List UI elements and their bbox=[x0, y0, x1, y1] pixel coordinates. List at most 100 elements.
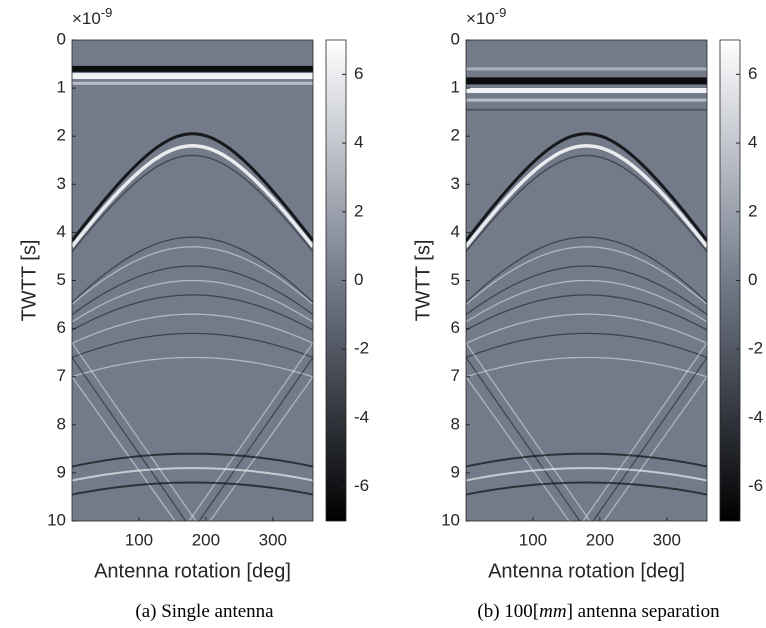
hyperbola bbox=[72, 467, 313, 482]
image-background bbox=[72, 40, 313, 521]
hyperbola bbox=[466, 132, 707, 242]
reflection-band bbox=[72, 73, 313, 80]
colorbar-tick-label: 0 bbox=[354, 270, 363, 289]
image-background bbox=[466, 40, 707, 521]
x-axis-label: Antenna rotation [deg] bbox=[94, 560, 291, 582]
x-tick-label: 300 bbox=[259, 530, 287, 549]
hyperbola bbox=[72, 279, 313, 323]
y-tick-label: 5 bbox=[57, 270, 66, 289]
y-tick-label: 9 bbox=[57, 462, 66, 481]
reflection-band bbox=[466, 67, 707, 71]
y-tick-label: 6 bbox=[57, 318, 66, 337]
colorbar-tick-label: 2 bbox=[354, 201, 363, 220]
hyperbola bbox=[466, 452, 707, 468]
x-tick-label: 100 bbox=[125, 530, 153, 549]
y-tick-label: 2 bbox=[57, 126, 66, 145]
x-tick-label: 200 bbox=[586, 530, 614, 549]
colorbar-tick-label: -6 bbox=[748, 476, 763, 495]
y-tick-label: 5 bbox=[451, 270, 460, 289]
y-tick-label: 9 bbox=[451, 462, 460, 481]
colorbar-tick-label: 0 bbox=[748, 270, 757, 289]
x-axis-label: Antenna rotation [deg] bbox=[488, 560, 685, 582]
reflection-band bbox=[466, 77, 707, 85]
multiplier-base: ×10 bbox=[466, 9, 495, 28]
y-tick-label: 2 bbox=[451, 126, 460, 145]
reflection-band bbox=[72, 65, 313, 72]
hyperbola bbox=[72, 356, 313, 378]
colorbar-tick-label: -2 bbox=[748, 339, 763, 358]
hyperbola bbox=[466, 144, 707, 248]
colorbar-tick-label: 2 bbox=[748, 201, 757, 220]
y-tick-label: 8 bbox=[57, 414, 66, 433]
caption-part: (a) Single antenna bbox=[135, 601, 274, 622]
x-tick-label: 200 bbox=[192, 530, 220, 549]
caption-part: mm bbox=[539, 601, 566, 622]
hyperbola bbox=[466, 236, 707, 303]
y-tick-label: 0 bbox=[451, 29, 460, 48]
reflection-band bbox=[466, 88, 707, 94]
colorbar-tick-label: -6 bbox=[354, 476, 369, 495]
hyperbola bbox=[466, 313, 707, 344]
diagonal-event bbox=[198, 357, 313, 521]
diagonal-event bbox=[466, 357, 581, 521]
multiplier-base: ×10 bbox=[72, 9, 101, 28]
y-tick-label: 4 bbox=[451, 222, 460, 241]
hyperbola bbox=[72, 132, 313, 242]
axis-multiplier: ×10-9 bbox=[466, 5, 506, 28]
colorbar-tick-label: 6 bbox=[354, 64, 363, 83]
radargram bbox=[72, 40, 313, 521]
y-tick-label: 10 bbox=[441, 510, 460, 529]
radargram bbox=[466, 40, 707, 521]
colorbar-tick-label: -4 bbox=[748, 407, 763, 426]
y-tick-label: 3 bbox=[57, 174, 66, 193]
hyperbola bbox=[72, 246, 313, 305]
colorbar-tick-label: 4 bbox=[354, 133, 363, 152]
caption: (b) 100[mm] antenna separation bbox=[477, 601, 720, 622]
diagonal-event bbox=[188, 342, 313, 521]
colorbar-tick-label: 6 bbox=[748, 64, 757, 83]
hyperbola bbox=[72, 313, 313, 344]
y-tick-label: 6 bbox=[451, 318, 460, 337]
hyperbola bbox=[466, 467, 707, 482]
caption: (a) Single antenna bbox=[135, 601, 274, 622]
hyperbola bbox=[72, 265, 313, 316]
hyperbola bbox=[466, 265, 707, 316]
colorbar-tick-label: -2 bbox=[354, 339, 369, 358]
y-tick-label: 4 bbox=[57, 222, 66, 241]
caption-part: (b) 100[ bbox=[477, 601, 539, 622]
hyperbola bbox=[466, 279, 707, 323]
y-tick-label: 8 bbox=[451, 414, 460, 433]
reflection-band bbox=[466, 98, 707, 102]
reflection-band bbox=[72, 81, 313, 85]
hyperbola bbox=[72, 154, 313, 253]
hyperbola bbox=[72, 294, 313, 331]
hyperbola bbox=[72, 332, 313, 359]
y-axis-label: TWTT [s] bbox=[18, 240, 40, 322]
hyperbola bbox=[72, 144, 313, 248]
hyperbola bbox=[72, 452, 313, 468]
hyperbola bbox=[466, 332, 707, 359]
x-tick-label: 100 bbox=[519, 530, 547, 549]
x-tick-label: 300 bbox=[653, 530, 681, 549]
diagonal-event bbox=[582, 342, 707, 521]
diagonal-event bbox=[466, 342, 591, 521]
hyperbola bbox=[466, 356, 707, 378]
hyperbola bbox=[466, 154, 707, 253]
hyperbola bbox=[466, 246, 707, 305]
y-tick-label: 3 bbox=[451, 174, 460, 193]
colorbar-tick-label: -4 bbox=[354, 407, 369, 426]
diagonal-event bbox=[72, 357, 187, 521]
hyperbola bbox=[466, 481, 707, 496]
multiplier-power: -9 bbox=[101, 5, 113, 20]
y-tick-label: 7 bbox=[451, 366, 460, 385]
diagonal-event bbox=[592, 357, 707, 521]
y-axis-label: TWTT [s] bbox=[412, 240, 434, 322]
caption-part: ] antenna separation bbox=[567, 601, 720, 622]
y-tick-label: 0 bbox=[57, 29, 66, 48]
y-tick-label: 1 bbox=[57, 78, 66, 97]
hyperbola bbox=[466, 294, 707, 331]
y-tick-label: 1 bbox=[451, 78, 460, 97]
y-tick-label: 7 bbox=[57, 366, 66, 385]
reflection-band bbox=[466, 108, 707, 111]
